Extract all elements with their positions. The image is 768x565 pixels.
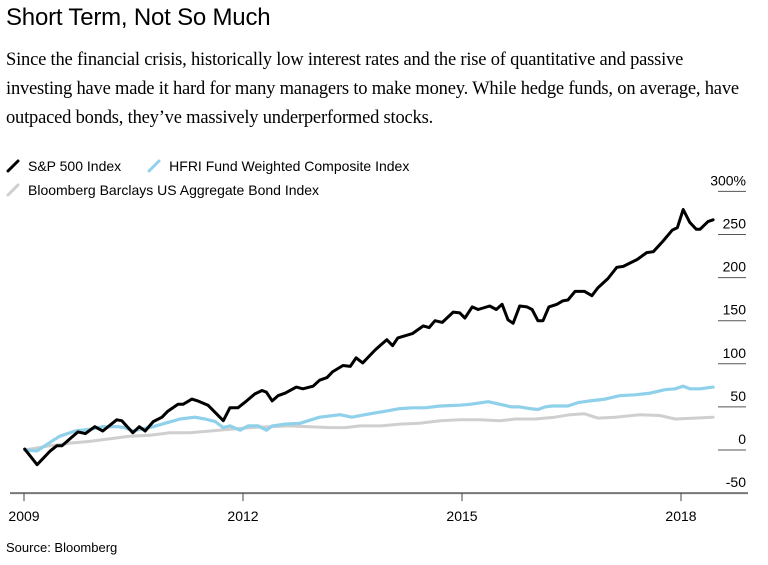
- y-tick-label: 150: [723, 302, 747, 318]
- legend-item-bond: Bloomberg Barclays US Aggregate Bond Ind…: [6, 182, 319, 198]
- series-line-sp500: [23, 208, 715, 467]
- legend-swatch-hfri-icon: [147, 159, 161, 173]
- legend-label-hfri: HFRI Fund Weighted Composite Index: [169, 158, 410, 174]
- legend-label-bond: Bloomberg Barclays US Aggregate Bond Ind…: [28, 182, 320, 198]
- x-tick-label: 2009: [8, 508, 39, 524]
- chart-title: Short Term, Not So Much: [6, 4, 271, 31]
- legend-swatch-sp500-icon: [6, 159, 20, 173]
- x-tick-label: 2015: [446, 508, 477, 524]
- y-tick-label: 0: [738, 431, 746, 447]
- y-tick-label: -50: [726, 474, 746, 490]
- y-tick-label: 100: [723, 345, 747, 361]
- legend-label-sp500: S&P 500 Index: [28, 158, 122, 174]
- chart-subtitle: Since the financial crisis, historically…: [6, 50, 739, 128]
- series-line-bond: [23, 412, 715, 452]
- y-tick-label: 250: [723, 216, 747, 232]
- x-tick-label: 2018: [665, 508, 696, 524]
- source-note: Source: Bloomberg: [6, 540, 118, 555]
- legend-item-hfri: HFRI Fund Weighted Composite Index: [147, 158, 409, 174]
- x-tick-label: 2012: [227, 508, 258, 524]
- legend-item-sp500: S&P 500 Index: [6, 158, 121, 174]
- y-tick-label: 300%: [710, 172, 746, 188]
- legend-swatch-bond-icon: [6, 183, 20, 197]
- y-tick-label: 50: [730, 388, 746, 404]
- legend: S&P 500 Index HFRI Fund Weighted Composi…: [6, 154, 435, 202]
- y-tick-label: 200: [723, 259, 747, 275]
